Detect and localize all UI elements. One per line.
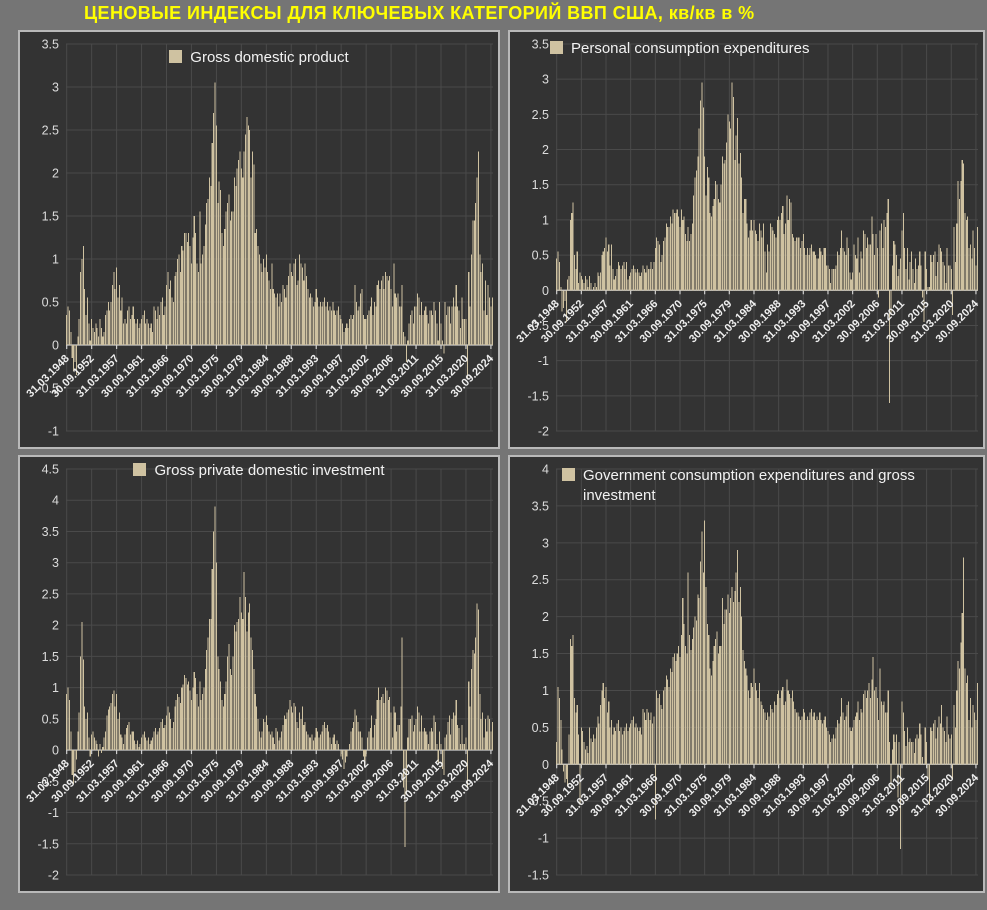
svg-text:3.5: 3.5 bbox=[532, 38, 549, 52]
bars-series bbox=[66, 82, 493, 380]
y-axis-labels: -2 -1.5 -1 -0.5 0 0.5 1 1.5 2 2.5 3 3.5 bbox=[527, 38, 549, 439]
svg-text:3: 3 bbox=[542, 536, 549, 550]
svg-text:-2: -2 bbox=[48, 869, 59, 883]
svg-text:0.5: 0.5 bbox=[42, 296, 59, 310]
svg-text:3.5: 3.5 bbox=[42, 525, 59, 539]
svg-text:4: 4 bbox=[52, 494, 59, 508]
svg-text:1: 1 bbox=[542, 213, 549, 227]
svg-text:-0.5: -0.5 bbox=[527, 795, 549, 809]
bars-series bbox=[556, 520, 978, 850]
x-axis-line bbox=[556, 289, 978, 295]
chart-panel-gross-private-domestic-investment: -2 -1.5 -1 -0.5 0 0.5 1 1.5 2 2.5 3 3.5 4 4.5 31.03.19… bbox=[18, 455, 500, 893]
chart-panel-government-consumption-expenditures: -1.5 -1 -0.5 0 0.5 1 1.5 2 2.5 3 3.5 4 31.03.1948 30.… bbox=[508, 455, 985, 893]
svg-text:-1: -1 bbox=[538, 832, 549, 846]
svg-text:0: 0 bbox=[542, 758, 549, 772]
svg-text:1.5: 1.5 bbox=[42, 210, 59, 224]
svg-text:2.5: 2.5 bbox=[532, 108, 549, 122]
svg-text:2.5: 2.5 bbox=[42, 124, 59, 138]
svg-text:3: 3 bbox=[542, 73, 549, 87]
x-axis-labels: 31.03.194830.09.195231.03.195730.09.1961… bbox=[514, 297, 981, 345]
svg-text:2: 2 bbox=[542, 610, 549, 624]
y-axis-labels: -2 -1.5 -1 -0.5 0 0.5 1 1.5 2 2.5 3 3.5 4 4.5 bbox=[37, 463, 59, 883]
svg-text:1.5: 1.5 bbox=[42, 650, 59, 664]
svg-text:2.5: 2.5 bbox=[42, 587, 59, 601]
chart-panel-gross-domestic-product: -1 -0.5 0 0.5 1 1.5 2 2.5 3 3.5 31.03.1948 30.09.19… bbox=[18, 30, 500, 449]
svg-text:-1.5: -1.5 bbox=[527, 869, 549, 883]
x-axis-line bbox=[556, 763, 978, 769]
svg-text:-0.5: -0.5 bbox=[527, 319, 549, 333]
svg-text:2: 2 bbox=[52, 167, 59, 181]
investment-bar-chart: -2-1.5-1-0.500.511.522.533.544.531.03.19… bbox=[24, 463, 496, 883]
y-axis-labels: -1.5 -1 -0.5 0 0.5 1 1.5 2 2.5 3 3.5 4 bbox=[527, 463, 549, 883]
svg-text:2: 2 bbox=[542, 143, 549, 157]
svg-text:-1: -1 bbox=[48, 806, 59, 820]
bars-series bbox=[66, 506, 493, 847]
svg-text:0.5: 0.5 bbox=[42, 712, 59, 726]
svg-text:0: 0 bbox=[52, 339, 59, 353]
svg-text:2: 2 bbox=[52, 619, 59, 633]
svg-text:-1: -1 bbox=[538, 354, 549, 368]
chart-panel-personal-consumption-expenditures: -2 -1.5 -1 -0.5 0 0.5 1 1.5 2 2.5 3 3.5 31.03.1948 30… bbox=[508, 30, 985, 449]
bars-series bbox=[556, 82, 978, 403]
gdp-bar-chart: -1 -0.5 0 0.5 1 1.5 2 2.5 3 3.5 31.03.194830.09.19… bbox=[24, 38, 496, 439]
svg-text:0: 0 bbox=[542, 284, 549, 298]
svg-text:1: 1 bbox=[542, 684, 549, 698]
svg-text:-1: -1 bbox=[48, 425, 59, 439]
svg-text:0: 0 bbox=[52, 744, 59, 758]
svg-text:3.5: 3.5 bbox=[532, 499, 549, 513]
svg-text:4.5: 4.5 bbox=[42, 463, 59, 477]
svg-text:4: 4 bbox=[542, 463, 549, 477]
svg-text:3.5: 3.5 bbox=[42, 38, 59, 52]
gridlines bbox=[66, 468, 493, 876]
svg-text:-2: -2 bbox=[538, 425, 549, 439]
svg-text:-0.5: -0.5 bbox=[37, 775, 59, 789]
svg-text:3: 3 bbox=[52, 556, 59, 570]
x-axis-labels: 31.03.194830.09.195231.03.195730.09.1961… bbox=[514, 771, 981, 819]
svg-text:-0.5: -0.5 bbox=[37, 382, 59, 396]
x-axis-line bbox=[66, 344, 493, 349]
svg-text:0.5: 0.5 bbox=[532, 249, 549, 263]
svg-text:-1.5: -1.5 bbox=[37, 837, 59, 851]
page-title: ЦЕНОВЫЕ ИНДЕКСЫ ДЛЯ КЛЮЧЕВЫХ КАТЕГОРИЙ В… bbox=[84, 3, 755, 23]
svg-text:2.5: 2.5 bbox=[532, 573, 549, 587]
svg-text:0.5: 0.5 bbox=[532, 721, 549, 735]
svg-text:1: 1 bbox=[52, 253, 59, 267]
gridlines bbox=[556, 43, 978, 432]
x-axis-line bbox=[66, 749, 493, 755]
svg-text:1.5: 1.5 bbox=[532, 178, 549, 192]
svg-text:1.5: 1.5 bbox=[532, 647, 549, 661]
y-axis-labels: -1 -0.5 0 0.5 1 1.5 2 2.5 3 3.5 bbox=[37, 38, 59, 439]
government-bar-chart: -1.5 -1 -0.5 0 0.5 1 1.5 2 2.5 3 3.5 4 31.03.194830.… bbox=[514, 463, 981, 883]
svg-text:3: 3 bbox=[52, 81, 59, 95]
svg-text:1: 1 bbox=[52, 681, 59, 695]
gridlines bbox=[556, 468, 978, 876]
pce-bar-chart: -2 -1.5 -1 -0.5 0 0.5 1 1.5 2 2.5 3 3.5 31.03.194830… bbox=[514, 38, 981, 439]
x-axis-labels: 31.03.194830.09.195231.03.195730.09.1961… bbox=[24, 352, 496, 400]
svg-text:-1.5: -1.5 bbox=[527, 389, 549, 403]
